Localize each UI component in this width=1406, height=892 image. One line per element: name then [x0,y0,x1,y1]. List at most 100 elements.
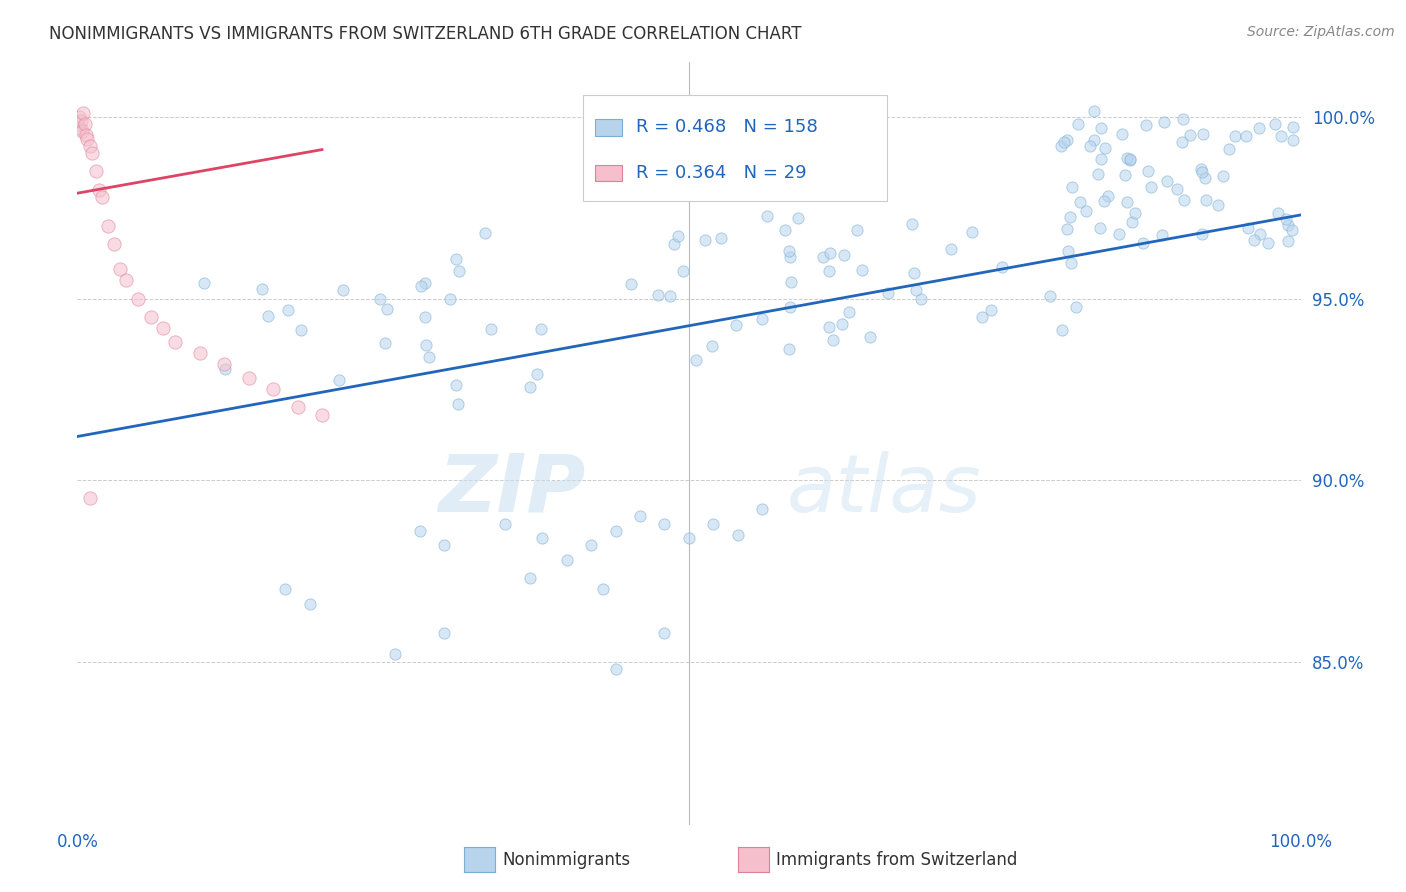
Point [1274,211,1296,226]
Text: ZIP: ZIP [437,450,585,529]
Text: R = 0.468   N = 158: R = 0.468 N = 158 [637,119,818,136]
Point [1264,117,1286,131]
Point [859,329,882,343]
Point [1212,169,1234,183]
Point [1249,227,1271,241]
Point [1066,117,1088,131]
Point [910,292,932,306]
Point [127,292,149,306]
Point [287,401,309,415]
Point [368,292,391,306]
Point [439,292,461,306]
Point [877,285,900,300]
Point [262,382,284,396]
Point [1119,153,1142,168]
Point [1083,104,1105,119]
Point [1282,133,1305,147]
FancyBboxPatch shape [595,119,621,136]
Point [212,357,235,371]
Point [1194,194,1216,208]
Point [817,264,839,278]
Point [1178,128,1201,143]
Point [250,282,273,296]
Point [700,339,723,353]
Point [1057,244,1080,258]
Point [446,252,468,267]
Point [444,378,467,392]
Point [813,250,835,264]
Point [1189,161,1212,176]
Point [900,217,922,231]
Point [1074,203,1097,218]
Point [1092,194,1115,209]
Point [1136,164,1159,178]
Point [1166,182,1188,196]
Point [97,219,120,233]
Point [76,131,98,145]
Point [1194,170,1216,185]
Point [851,263,873,277]
Point [1056,222,1078,236]
Point [1094,141,1116,155]
Point [1116,195,1139,210]
Point [685,353,707,368]
Point [1069,194,1091,209]
Point [666,228,689,243]
Point [654,516,676,531]
Point [702,516,724,531]
Point [779,300,801,314]
Point [1116,152,1139,166]
Point [990,260,1012,275]
Point [332,283,354,297]
Text: Immigrants from Switzerland: Immigrants from Switzerland [776,851,1018,869]
Point [1282,120,1305,134]
Point [1237,221,1260,235]
Point [1060,255,1083,269]
Point [415,337,437,351]
Point [710,230,733,244]
Point [1097,189,1119,203]
Point [1064,301,1087,315]
Point [1150,228,1173,243]
Point [1132,236,1154,251]
Point [1140,179,1163,194]
Point [845,223,868,237]
Point [89,182,111,196]
Point [725,318,748,332]
Point [238,371,260,385]
Point [165,334,187,349]
Point [447,397,470,411]
Point [1059,211,1081,225]
Text: Source: ZipAtlas.com: Source: ZipAtlas.com [1247,25,1395,39]
Point [1277,234,1299,248]
Point [1125,206,1147,220]
Point [495,516,517,531]
Point [298,597,321,611]
Point [672,264,695,278]
Point [678,531,700,545]
Point [818,246,841,260]
Point [90,190,112,204]
Point [818,319,841,334]
Point [193,276,215,290]
Point [413,310,436,324]
Point [751,502,773,516]
Point [903,266,925,280]
Point [1223,129,1246,144]
Point [1053,136,1076,150]
Point [79,491,101,506]
Point [778,343,800,357]
Point [1135,118,1157,132]
Point [831,317,853,331]
Point [823,333,845,347]
Point [75,128,97,142]
Point [1270,128,1292,143]
Point [1191,164,1213,178]
Point [474,227,496,241]
Point [103,237,125,252]
Point [413,276,436,290]
Point [1050,139,1073,153]
Point [152,320,174,334]
Point [69,120,91,135]
Point [375,301,398,316]
